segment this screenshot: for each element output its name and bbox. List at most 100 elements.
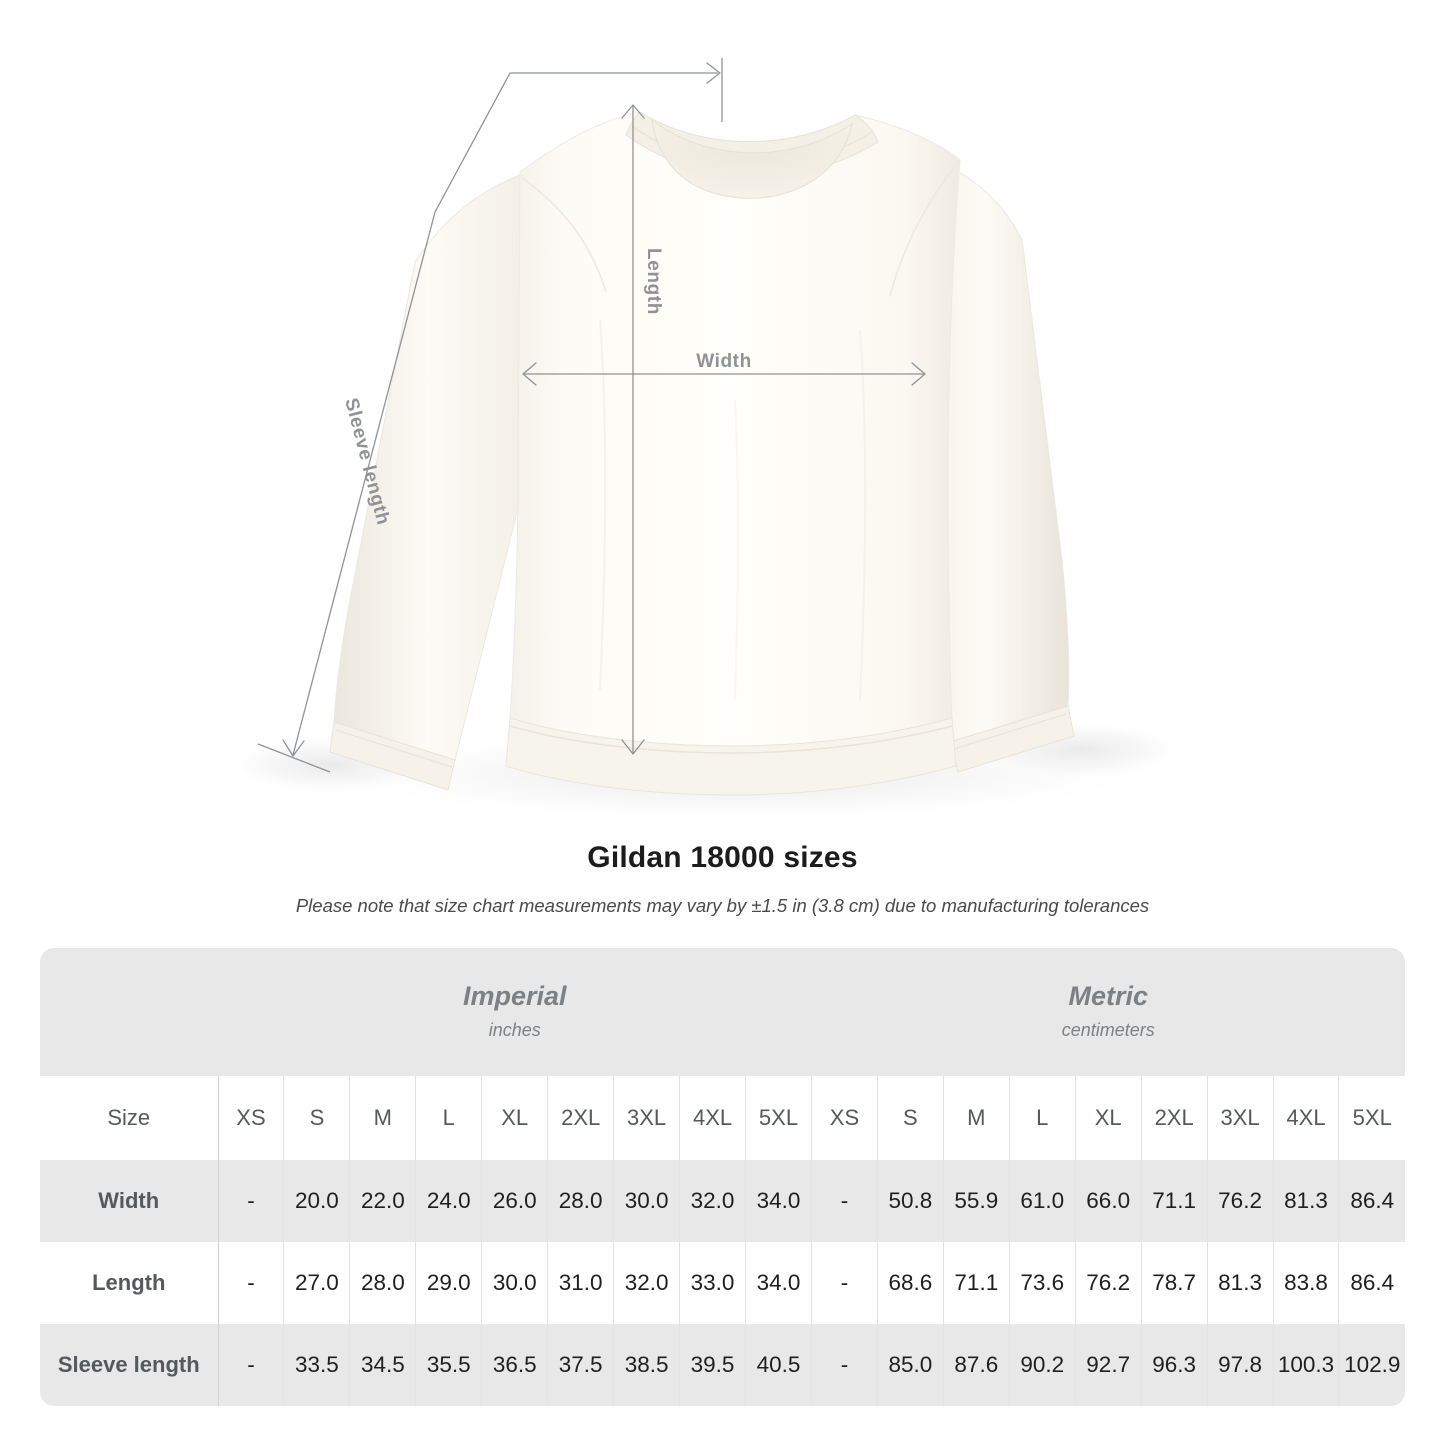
size-chart-table: Imperial inches Metric centimeters Size XS S M L…: [40, 948, 1406, 1406]
row-label-width: Width: [40, 1160, 219, 1242]
size-header-cell-imperial-xs: XS: [218, 1076, 285, 1160]
size-header-label: Size: [40, 1076, 219, 1160]
cell-width-metric-xl: 66.0: [1075, 1160, 1142, 1242]
title-block: Gildan 18000 sizes Please note that size…: [0, 838, 1445, 919]
cell-width-imperial-2xl: 28.0: [547, 1160, 615, 1242]
row-label-sleeve-length: Sleeve length: [40, 1324, 219, 1406]
cell-sleeve-length-metric-m: 87.6: [943, 1324, 1010, 1406]
cell-length-imperial-4xl: 33.0: [679, 1242, 746, 1324]
size-header-cell-metric-5xl: 5XL: [1338, 1076, 1406, 1160]
size-header-cell-imperial-m: M: [349, 1076, 417, 1160]
size-header-cell-metric-xs: XS: [810, 1076, 878, 1160]
cell-width-metric-5xl: 86.4: [1338, 1160, 1406, 1242]
unit-group-imperial: Imperial inches: [218, 948, 812, 1076]
cell-width-imperial-4xl: 32.0: [679, 1160, 746, 1242]
cell-width-imperial-xs: -: [218, 1160, 285, 1242]
size-header-cell-metric-4xl: 4XL: [1273, 1076, 1340, 1160]
cell-width-metric-3xl: 76.2: [1207, 1160, 1274, 1242]
size-header-cell-metric-s: S: [877, 1076, 944, 1160]
cell-width-imperial-3xl: 30.0: [613, 1160, 681, 1242]
cell-sleeve-length-imperial-l: 35.5: [415, 1324, 483, 1406]
measurement-annotations: Length Width Sleeve length: [257, 58, 926, 773]
unit-band-row: Imperial inches Metric centimeters: [40, 948, 1406, 1076]
cell-sleeve-length-imperial-3xl: 38.5: [613, 1324, 681, 1406]
cell-width-imperial-s: 20.0: [283, 1160, 351, 1242]
size-header-cell-metric-m: M: [943, 1076, 1010, 1160]
cell-length-metric-xl: 76.2: [1075, 1242, 1142, 1324]
unit-group-name: Metric: [1068, 981, 1149, 1011]
cell-sleeve-length-metric-xl: 92.7: [1075, 1324, 1142, 1406]
unit-group-name: Imperial: [462, 981, 567, 1011]
cell-sleeve-length-metric-xs: -: [810, 1324, 878, 1406]
cell-length-imperial-5xl: 34.0: [745, 1242, 812, 1324]
cell-sleeve-length-imperial-5xl: 40.5: [745, 1324, 812, 1406]
cell-width-metric-4xl: 81.3: [1273, 1160, 1340, 1242]
unit-band-spacer: [40, 948, 218, 1076]
table-row: Length -27.0 28.0 29.0 30.0 31.0 32.0 33.0 34.0-…: [40, 1242, 1406, 1324]
sweatshirt-illustration: [220, 111, 1190, 823]
size-header-cell-metric-l: L: [1009, 1076, 1076, 1160]
size-header-cell-imperial-l: L: [415, 1076, 483, 1160]
size-header-cell-imperial-2xl: 2XL: [547, 1076, 615, 1160]
width-label: Width: [696, 351, 752, 372]
cell-length-imperial-3xl: 32.0: [613, 1242, 681, 1324]
cell-sleeve-length-metric-5xl: 102.9: [1338, 1324, 1406, 1406]
size-header-cell-imperial-4xl: 4XL: [679, 1076, 746, 1160]
page-title: Gildan 18000 sizes: [587, 841, 858, 874]
cell-width-metric-l: 61.0: [1009, 1160, 1076, 1242]
cell-sleeve-length-imperial-m: 34.5: [349, 1324, 417, 1406]
cell-length-metric-4xl: 83.8: [1273, 1242, 1340, 1324]
length-dimension-arrow: [621, 104, 645, 755]
cell-width-imperial-xl: 26.0: [481, 1160, 549, 1242]
cell-length-metric-5xl: 86.4: [1338, 1242, 1406, 1324]
size-header-cell-metric-xl: XL: [1075, 1076, 1142, 1160]
cell-length-metric-xs: -: [810, 1242, 878, 1324]
table-row: Sleeve length -33.5 34.5 35.5 36.5 37.5 38.5 39…: [40, 1324, 1406, 1406]
size-header-cell-imperial-xl: XL: [481, 1076, 549, 1160]
cell-sleeve-length-metric-2xl: 96.3: [1141, 1324, 1208, 1406]
cell-sleeve-length-metric-l: 90.2: [1009, 1324, 1076, 1406]
unit-group-unit: centimeters: [1061, 1020, 1155, 1040]
cell-sleeve-length-metric-s: 85.0: [877, 1324, 944, 1406]
cell-length-imperial-l: 29.0: [415, 1242, 483, 1324]
sleeve-length-label: Sleeve length: [340, 396, 393, 527]
cell-width-imperial-l: 24.0: [415, 1160, 483, 1242]
cell-length-metric-m: 71.1: [943, 1242, 1010, 1324]
cell-sleeve-length-imperial-xs: -: [218, 1324, 285, 1406]
page-subtitle: Please note that size chart measurements…: [295, 895, 1150, 916]
size-header-row: Size XS S M L XL 2XL 3XL 4XL 5XL XS S M L XL 2XL 3XL 4XL 5…: [40, 1076, 1406, 1160]
cell-length-imperial-m: 28.0: [349, 1242, 417, 1324]
cell-sleeve-length-metric-4xl: 100.3: [1273, 1324, 1340, 1406]
cell-width-metric-m: 55.9: [943, 1160, 1010, 1242]
table-row: Width -20.0 22.0 24.0 26.0 28.0 30.0 32.0 34.0-5…: [40, 1160, 1406, 1242]
cell-width-metric-xs: -: [810, 1160, 878, 1242]
sleeve-length-dimension-arrow: [257, 58, 723, 773]
cell-length-metric-l: 73.6: [1009, 1242, 1076, 1324]
cell-sleeve-length-imperial-xl: 36.5: [481, 1324, 549, 1406]
size-header-cell-imperial-s: S: [283, 1076, 351, 1160]
cell-length-metric-3xl: 81.3: [1207, 1242, 1274, 1324]
cell-sleeve-length-imperial-4xl: 39.5: [679, 1324, 746, 1406]
size-header-cell-metric-2xl: 2XL: [1141, 1076, 1208, 1160]
cell-width-metric-2xl: 71.1: [1141, 1160, 1208, 1242]
cell-length-imperial-xs: -: [218, 1242, 285, 1324]
cell-sleeve-length-imperial-2xl: 37.5: [547, 1324, 615, 1406]
cell-length-metric-s: 68.6: [877, 1242, 944, 1324]
width-dimension-arrow: [522, 362, 926, 386]
cell-width-imperial-m: 22.0: [349, 1160, 417, 1242]
cell-length-imperial-s: 27.0: [283, 1242, 351, 1324]
length-label: Length: [643, 248, 664, 315]
cell-length-imperial-xl: 30.0: [481, 1242, 549, 1324]
size-chart-table-wrapper: Imperial inches Metric centimeters Size XS S M L…: [40, 948, 1406, 1406]
cell-width-metric-s: 50.8: [877, 1160, 944, 1242]
cell-sleeve-length-imperial-s: 33.5: [283, 1324, 351, 1406]
unit-group-metric: Metric centimeters: [811, 948, 1406, 1076]
cell-length-imperial-2xl: 31.0: [547, 1242, 615, 1324]
cell-length-metric-2xl: 78.7: [1141, 1242, 1208, 1324]
size-header-cell-metric-3xl: 3XL: [1207, 1076, 1274, 1160]
garment-diagram: Length Width Sleeve length: [220, 58, 1190, 823]
size-header-cell-imperial-5xl: 5XL: [745, 1076, 812, 1160]
cell-sleeve-length-metric-3xl: 97.8: [1207, 1324, 1274, 1406]
cell-width-imperial-5xl: 34.0: [745, 1160, 812, 1242]
unit-group-unit: inches: [488, 1020, 541, 1040]
